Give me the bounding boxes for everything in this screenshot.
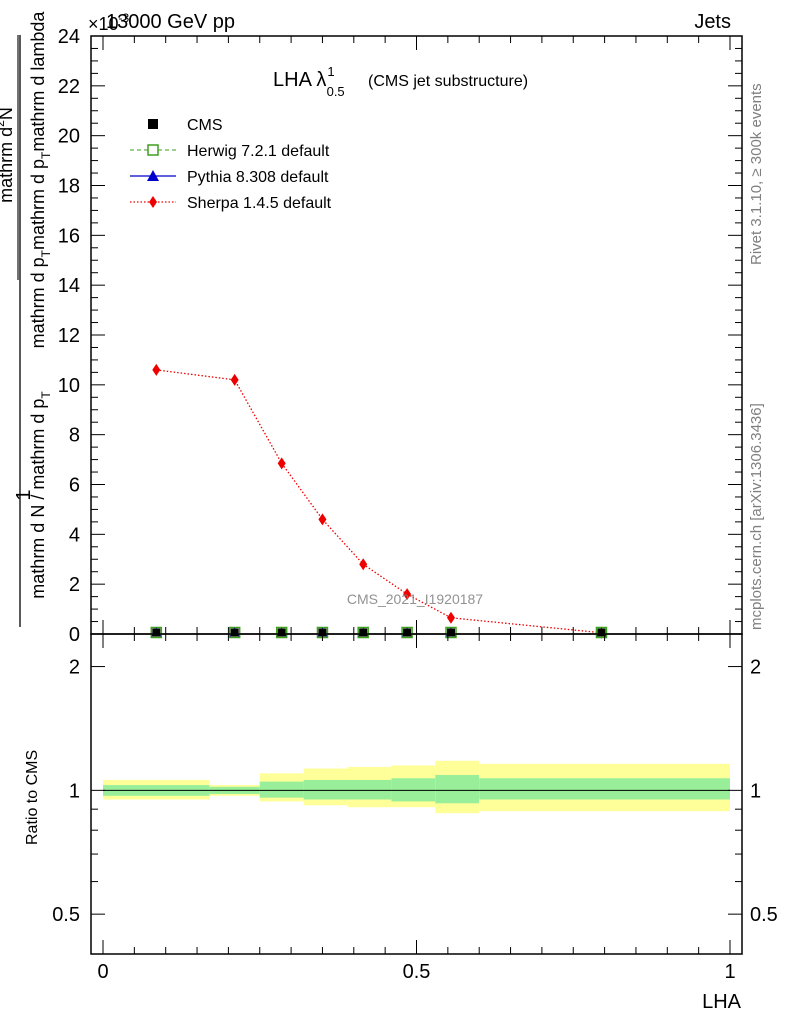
main-x-ticks bbox=[102, 36, 731, 634]
x-tick-label: 1 bbox=[724, 961, 735, 983]
rivet-label: Rivet 3.1.10, ≥ 300k events bbox=[748, 83, 765, 265]
main-y-tick-label: 2 bbox=[69, 574, 80, 596]
ratio-band-inner bbox=[435, 774, 480, 804]
ratio-y-tick-label-right: 0.5 bbox=[750, 904, 778, 926]
energy-label: 13000 GeV pp bbox=[106, 11, 235, 33]
sherpa-point bbox=[403, 588, 412, 601]
main-y-tick-label: 10 bbox=[58, 375, 80, 397]
ratio-y-tick-label: 1 bbox=[69, 780, 80, 802]
y-axis-label-numerator: mathrm d2N bbox=[0, 107, 16, 203]
sherpa-point bbox=[230, 373, 239, 386]
main-y-tick-label: 24 bbox=[58, 26, 80, 48]
y-axis-label-denominator-mid: mathrm d N / mathrm d pT bbox=[28, 391, 53, 599]
x-tick-label: 0.5 bbox=[403, 961, 431, 983]
cms-point bbox=[230, 628, 239, 637]
cms-point bbox=[359, 628, 368, 637]
ratio-y-ticks: 0.5 0.5 1 1 2 2 bbox=[52, 657, 778, 955]
main-y-tick-label: 20 bbox=[58, 126, 80, 148]
y-axis-label-one: 1 bbox=[13, 489, 35, 500]
plot-subtitle: (CMS jet substructure) bbox=[368, 73, 528, 90]
main-y-tick-label: 22 bbox=[58, 76, 80, 98]
y-axis-label-denominator: mathrm d pTmathrm d pTmathrm d lambda bbox=[28, 11, 53, 349]
ratio-band-inner bbox=[391, 778, 436, 802]
cms-point bbox=[318, 628, 327, 637]
sherpa-point bbox=[359, 558, 368, 571]
mcplots-label: mcplots.cern.ch [arXiv:1306.3436] bbox=[748, 403, 765, 630]
sherpa-point bbox=[318, 513, 327, 526]
cms-point bbox=[152, 628, 161, 637]
plot-title: LHA λ1 0.5 bbox=[273, 64, 345, 99]
cms-point bbox=[403, 628, 412, 637]
x-tick-label: 0 bbox=[97, 961, 108, 983]
analysis-watermark: CMS_2021_I1920187 bbox=[347, 591, 483, 607]
main-y-tick-label: 14 bbox=[58, 275, 80, 297]
sherpa-point bbox=[446, 611, 455, 624]
legend-marker-pythia bbox=[147, 170, 159, 181]
ratio-y-tick-label-right: 2 bbox=[750, 657, 761, 679]
legend: CMS Herwig 7.2.1 default Pythia 8.308 de… bbox=[130, 117, 332, 212]
cms-point bbox=[277, 628, 286, 637]
main-y-tick-label: 6 bbox=[69, 475, 80, 497]
y-axis-label: 1 mathrm d N / mathrm d pT mathrm d2N ma… bbox=[0, 11, 53, 627]
main-y-tick-label: 0 bbox=[69, 624, 80, 646]
x-axis-label: LHA bbox=[702, 991, 742, 1013]
legend-marker-sherpa bbox=[149, 196, 157, 208]
cms-point bbox=[597, 628, 606, 637]
ratio-band-inner bbox=[347, 779, 392, 800]
sherpa-line bbox=[156, 369, 602, 634]
cms-point bbox=[446, 628, 455, 637]
legend-label-pythia: Pythia 8.308 default bbox=[187, 169, 329, 186]
legend-label-herwig: Herwig 7.2.1 default bbox=[187, 143, 330, 160]
process-label: Jets bbox=[694, 11, 731, 33]
ratio-y-axis-label: Ratio to CMS bbox=[24, 750, 41, 845]
ratio-band-inner bbox=[303, 779, 348, 800]
sherpa-point bbox=[152, 363, 161, 376]
ratio-y-tick-label: 2 bbox=[69, 657, 80, 679]
ratio-y-tick-label: 0.5 bbox=[52, 904, 80, 926]
legend-marker-cms bbox=[148, 119, 158, 129]
ratio-band-inner bbox=[479, 778, 730, 800]
legend-label-sherpa: Sherpa 1.4.5 default bbox=[187, 195, 332, 212]
legend-label-cms: CMS bbox=[187, 117, 223, 134]
main-y-tick-label: 12 bbox=[58, 325, 80, 347]
main-y-tick-label: 8 bbox=[69, 425, 80, 447]
exponent-label: ×10-3 bbox=[88, 11, 130, 34]
legend-marker-herwig bbox=[147, 144, 159, 156]
ratio-band-inner bbox=[259, 781, 304, 798]
ratio-y-tick-label-right: 1 bbox=[750, 780, 761, 802]
main-y-tick-label: 18 bbox=[58, 176, 80, 198]
ratio-x-ticks: 0 0.5 1 bbox=[97, 634, 736, 983]
main-y-tick-label: 16 bbox=[58, 225, 80, 247]
sherpa-point bbox=[277, 457, 286, 470]
main-y-tick-label: 4 bbox=[69, 524, 80, 546]
ratio-bands bbox=[103, 760, 730, 814]
